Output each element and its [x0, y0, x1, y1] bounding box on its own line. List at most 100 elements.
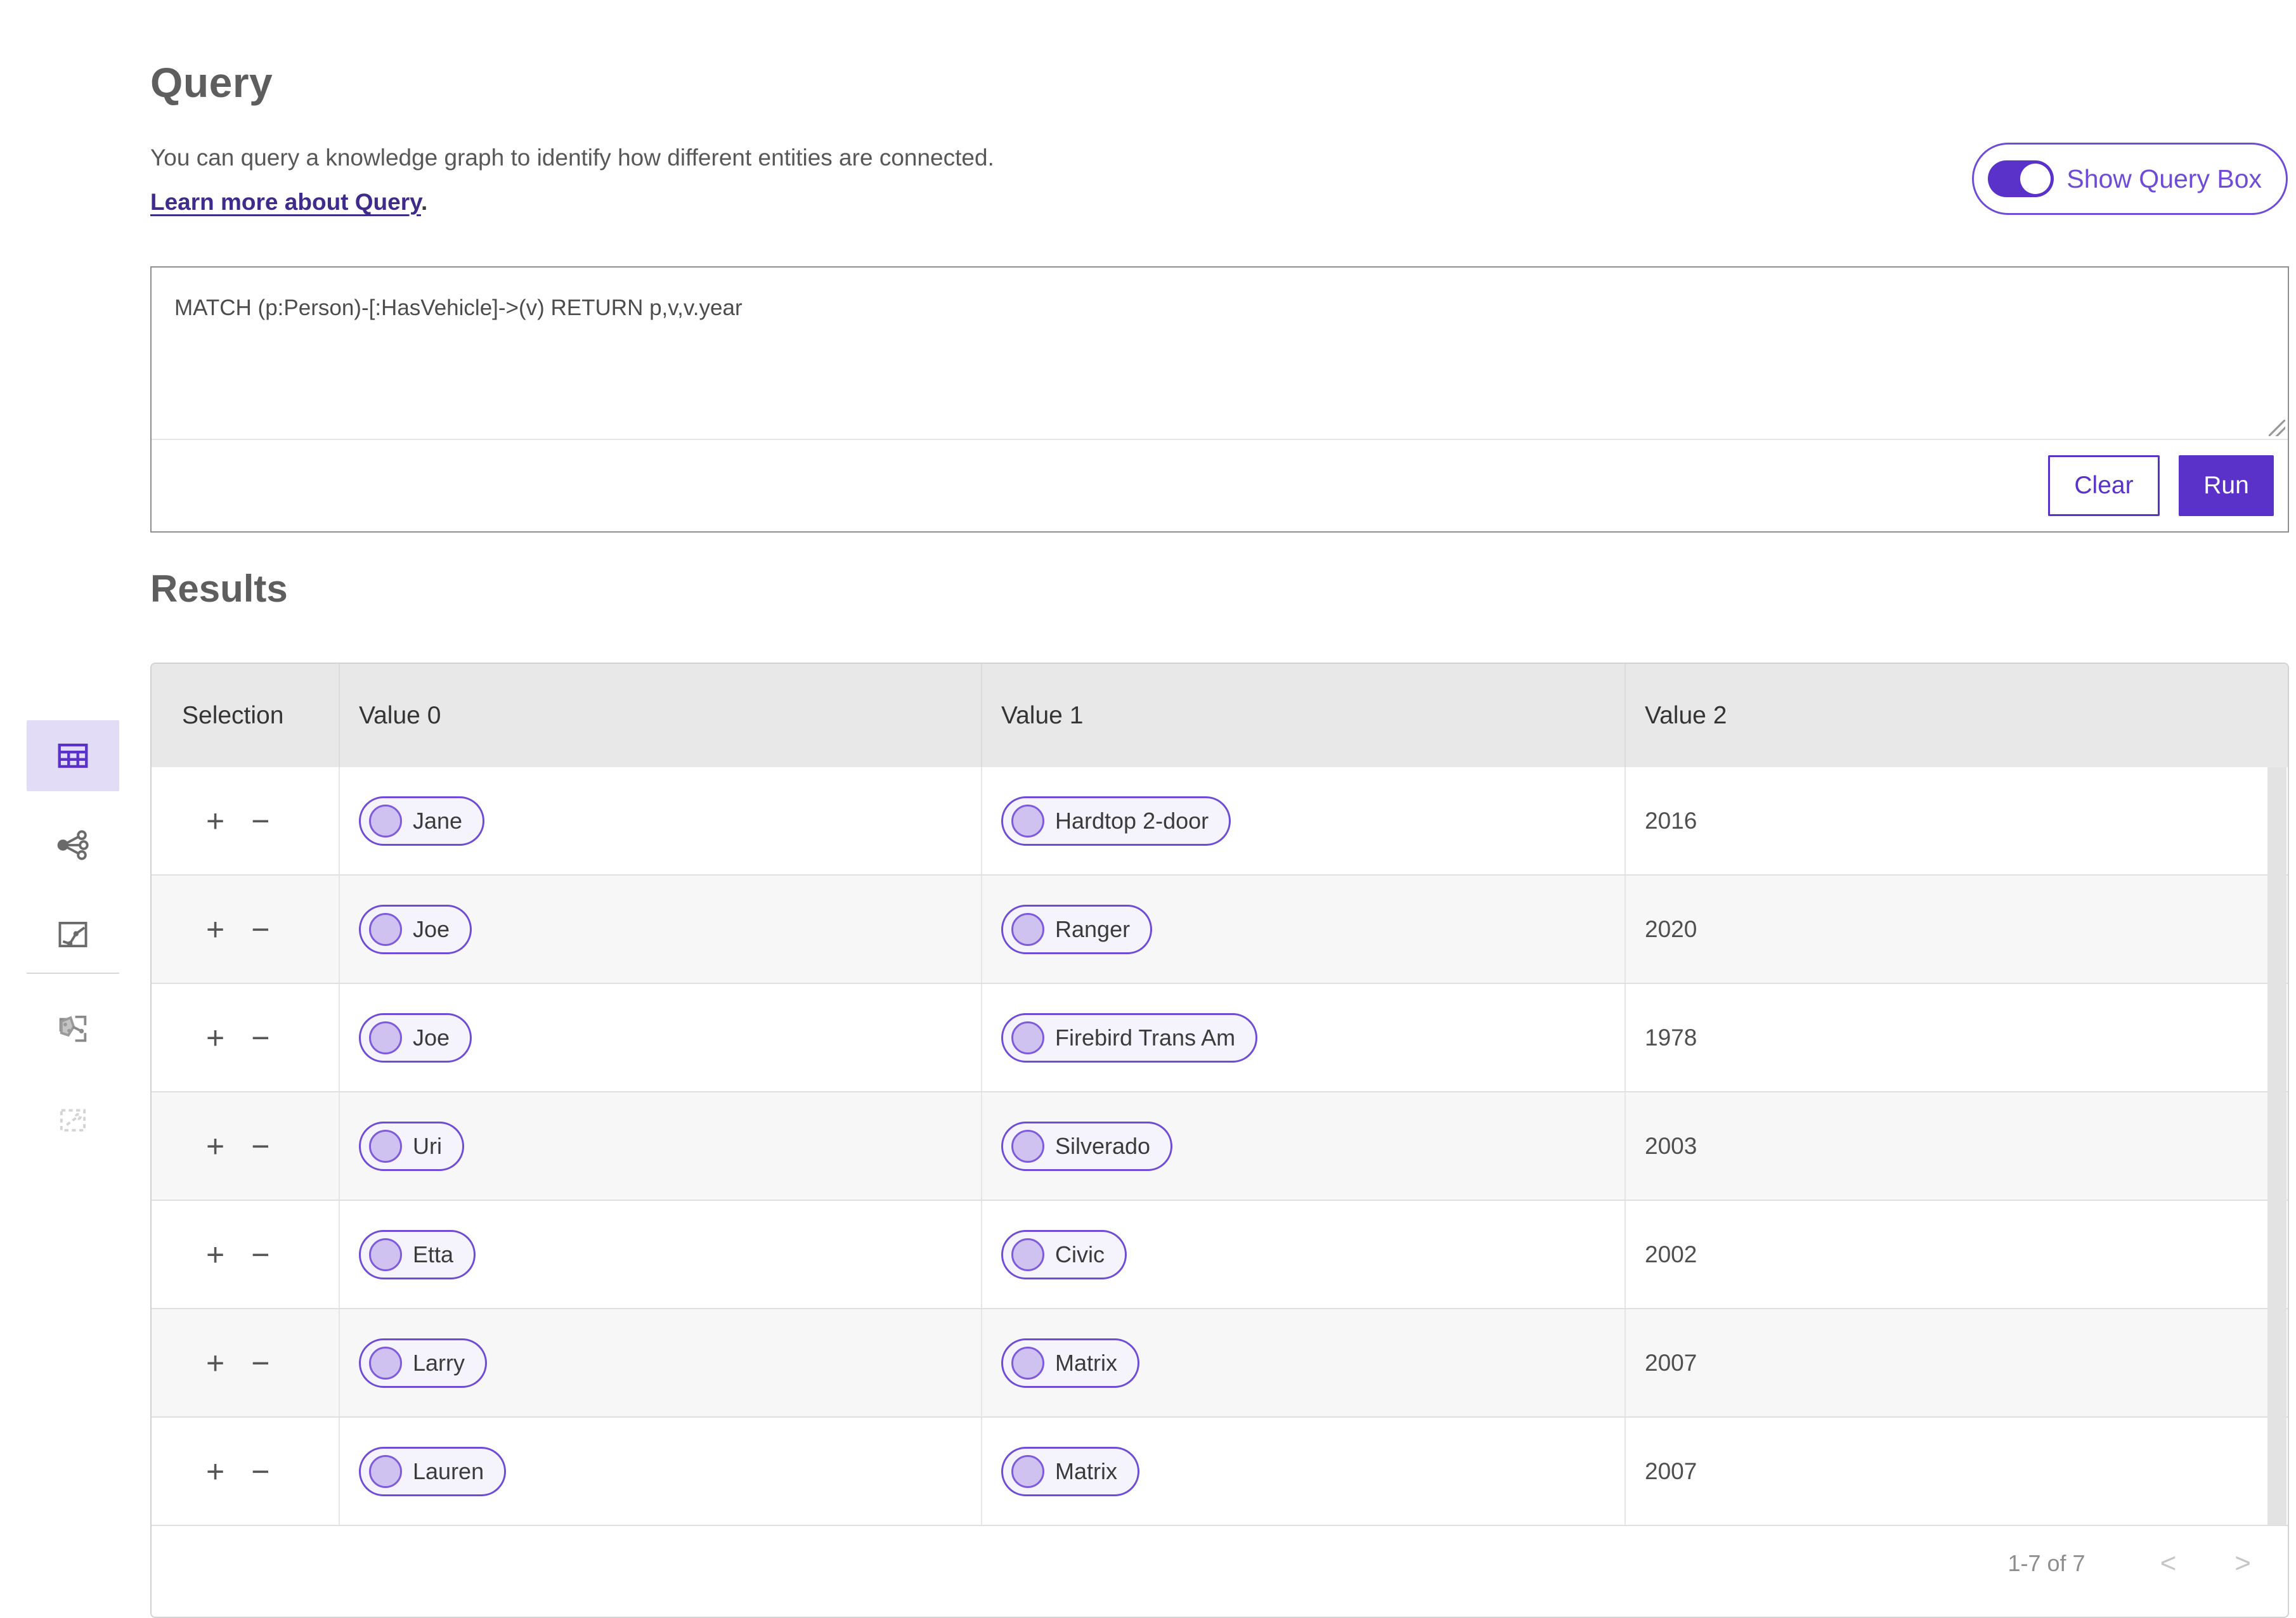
entity-pill[interactable]: Civic — [1001, 1229, 1127, 1279]
column-header-value2: Value 2 — [1645, 701, 1727, 729]
entity-pill[interactable]: Joe — [359, 904, 472, 954]
add-to-selection-button[interactable]: + — [206, 1019, 225, 1056]
entity-pill[interactable]: Joe — [359, 1013, 472, 1063]
entity-pill[interactable]: Matrix — [1001, 1338, 1139, 1388]
year-value: 2002 — [1645, 1241, 1697, 1267]
learn-more-suffix: . — [420, 189, 428, 215]
value2-cell: 1978 — [1626, 984, 2288, 1091]
year-value: 2007 — [1645, 1349, 1697, 1376]
remove-from-selection-button[interactable]: − — [251, 1019, 270, 1056]
entity-pill[interactable]: Jane — [359, 796, 485, 846]
toggle-switch-on-icon[interactable] — [1988, 160, 2054, 197]
sidebar-item-chart-view[interactable] — [27, 899, 119, 970]
table-row: + − Uri Silverado 2003 — [152, 1092, 2288, 1201]
node-circle-icon — [369, 1238, 402, 1271]
node-circle-icon — [369, 1021, 402, 1054]
add-to-selection-button[interactable]: + — [206, 1128, 225, 1164]
table-row: + − Joe Firebird Trans Am 1978 — [152, 984, 2288, 1092]
learn-more-link[interactable]: Learn more about Query — [150, 189, 421, 215]
entity-pill[interactable]: Hardtop 2-door — [1001, 796, 1231, 846]
entity-pill[interactable]: Silverado — [1001, 1121, 1173, 1171]
table-body: + − Jane Hardtop 2-door 2016 + − — [152, 767, 2288, 1526]
entity-pill-label: Joe — [413, 1024, 450, 1051]
value1-cell: Silverado — [982, 1092, 1626, 1200]
value1-cell: Firebird Trans Am — [982, 984, 1626, 1091]
graph-selection-icon — [59, 1015, 87, 1042]
value1-cell: Hardtop 2-door — [982, 767, 1626, 874]
value0-cell: Larry — [340, 1309, 982, 1416]
entity-pill-label: Hardtop 2-door — [1055, 807, 1209, 834]
remove-from-selection-button[interactable]: − — [251, 1128, 270, 1164]
sidebar-item-graph-view[interactable] — [27, 810, 119, 881]
table-row: + − Joe Ranger 2020 — [152, 876, 2288, 984]
add-to-selection-button[interactable]: + — [206, 803, 225, 839]
results-title: Results — [150, 567, 288, 610]
entity-pill-label: Matrix — [1055, 1458, 1117, 1484]
selection-cell: + − — [152, 1309, 340, 1416]
column-header-value1: Value 1 — [982, 664, 1626, 767]
year-value: 2003 — [1645, 1132, 1697, 1159]
remove-from-selection-button[interactable]: − — [251, 1236, 270, 1272]
entity-pill[interactable]: Firebird Trans Am — [1001, 1013, 1258, 1063]
table-row: + − Lauren Matrix 2007 — [152, 1418, 2288, 1526]
pagination-range: 1-7 of 7 — [2007, 1550, 2085, 1576]
node-circle-icon — [369, 804, 402, 838]
entity-pill-label: Silverado — [1055, 1132, 1151, 1159]
query-input[interactable]: MATCH (p:Person)-[:HasVehicle]->(v) RETU… — [152, 268, 2288, 439]
main-content: Query You can query a knowledge graph to… — [150, 0, 2289, 1618]
remove-from-selection-button[interactable]: − — [251, 803, 270, 839]
entity-pill-label: Joe — [413, 916, 450, 942]
entity-pill-label: Civic — [1055, 1241, 1105, 1267]
add-to-selection-button[interactable]: + — [206, 1236, 225, 1272]
year-value: 1978 — [1645, 1024, 1697, 1051]
clear-button[interactable]: Clear — [2048, 455, 2160, 516]
learn-more-row: Learn more about Query. — [150, 189, 2289, 216]
value0-cell: Uri — [340, 1092, 982, 1200]
entity-pill[interactable]: Uri — [359, 1121, 464, 1171]
value2-cell: 2016 — [1626, 767, 2288, 874]
value0-cell: Joe — [340, 876, 982, 983]
show-query-box-toggle[interactable]: Show Query Box — [1972, 143, 2288, 215]
node-circle-icon — [1011, 1129, 1044, 1163]
node-circle-icon — [369, 912, 402, 946]
query-description: You can query a knowledge graph to ident… — [150, 145, 994, 171]
column-header-selection: Selection — [152, 664, 340, 767]
add-to-selection-button[interactable]: + — [206, 1453, 225, 1489]
sidebar-item-table-view[interactable] — [27, 720, 119, 791]
remove-from-selection-button[interactable]: − — [251, 911, 270, 947]
entity-pill-label: Jane — [413, 807, 463, 834]
table-header-row: Selection Value 0 Value 1 Value 2 — [152, 664, 2288, 767]
year-value: 2020 — [1645, 916, 1697, 942]
entity-pill-label: Uri — [413, 1132, 442, 1159]
remove-from-selection-button[interactable]: − — [251, 1345, 270, 1381]
entity-pill[interactable]: Matrix — [1001, 1446, 1139, 1496]
entity-pill[interactable]: Lauren — [359, 1446, 507, 1496]
entity-pill[interactable]: Etta — [359, 1229, 476, 1279]
remove-from-selection-button[interactable]: − — [251, 1453, 270, 1489]
query-box: MATCH (p:Person)-[:HasVehicle]->(v) RETU… — [150, 266, 2289, 533]
add-to-selection-button[interactable]: + — [206, 911, 225, 947]
run-button[interactable]: Run — [2179, 455, 2274, 516]
value2-cell: 2007 — [1626, 1418, 2288, 1525]
pagination-prev-icon[interactable]: < — [2160, 1547, 2177, 1579]
entity-pill[interactable]: Ranger — [1001, 904, 1153, 954]
textarea-resize-handle[interactable] — [2269, 420, 2285, 436]
table-row: + − Larry Matrix 2007 — [152, 1309, 2288, 1418]
entity-pill-label: Larry — [413, 1349, 465, 1376]
table-scrollbar[interactable] — [2267, 767, 2286, 1526]
table-icon — [58, 743, 88, 768]
empty-selection-icon — [60, 1109, 86, 1132]
value2-cell: 2007 — [1626, 1309, 2288, 1416]
value0-cell: Lauren — [340, 1418, 982, 1525]
sidebar-item-graph-selection-view[interactable] — [27, 993, 119, 1064]
node-circle-icon — [369, 1454, 402, 1488]
value0-cell: Etta — [340, 1201, 982, 1308]
sidebar-item-empty-selection-view[interactable] — [27, 1085, 119, 1156]
entity-pill[interactable]: Larry — [359, 1338, 488, 1388]
node-circle-icon — [1011, 804, 1044, 838]
pagination-next-icon[interactable]: > — [2234, 1547, 2251, 1579]
results-table: Selection Value 0 Value 1 Value 2 + − Ja… — [150, 663, 2289, 1618]
toggle-label: Show Query Box — [2066, 164, 2262, 193]
node-circle-icon — [1011, 912, 1044, 946]
add-to-selection-button[interactable]: + — [206, 1345, 225, 1381]
